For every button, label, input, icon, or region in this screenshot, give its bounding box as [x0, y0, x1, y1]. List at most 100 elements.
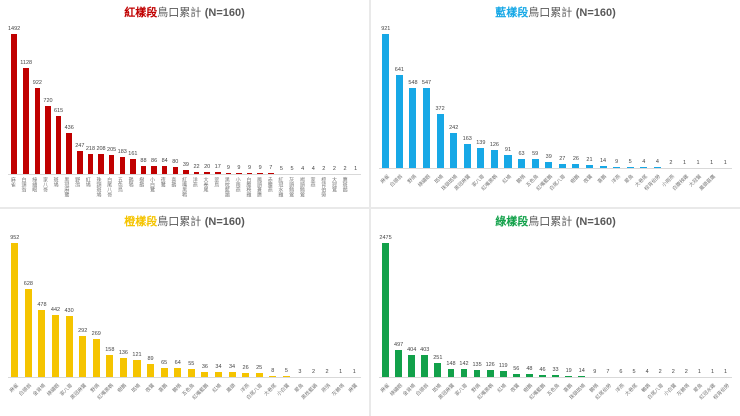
bar: [460, 369, 468, 377]
bar-item: 135: [471, 233, 484, 377]
bar: [626, 167, 634, 168]
data-label: 88: [140, 157, 147, 164]
bar-item: 218: [85, 24, 96, 174]
data-label: 34: [228, 364, 236, 371]
bar-item: 4: [637, 24, 651, 168]
x-tick-label: 紅鳩: [496, 382, 509, 395]
data-label: 404: [407, 347, 417, 354]
bar: [24, 288, 32, 377]
bar-item: 36: [198, 233, 212, 377]
bar: [599, 165, 607, 168]
data-label: 2: [658, 368, 662, 375]
bar-item: 121: [130, 233, 144, 377]
x-tick-label: 斑鳩: [130, 382, 142, 395]
data-label: 39: [182, 162, 189, 169]
bar-item: 163: [460, 24, 474, 168]
bar: [130, 158, 136, 174]
bar-item: 9: [255, 24, 266, 174]
bar-item: 91: [501, 24, 515, 168]
bar-item: 126: [484, 233, 497, 377]
x-tick-label: 黑冠麻鷺: [63, 177, 70, 197]
bar-item: 1128: [20, 24, 32, 174]
bar: [187, 369, 195, 377]
data-label: 9: [237, 165, 241, 172]
bar-series: 1492 1128 922 720 615 436 247 218 208 205 183 161 88…: [8, 24, 361, 174]
x-axis-labels: 麻雀 白頭翁 金背鳩 綠繡眼 家八哥 黑冠麻鷺 野鴿 紅嘴黑鵯 樹鵲 斑鳩 夜鷺 喜鵲 鵲鴝 五色鳥 紅嘴藍…: [8, 378, 361, 408]
bar: [309, 376, 318, 377]
data-label: 403: [420, 347, 430, 354]
bar-item: 404: [405, 233, 418, 377]
data-label: 14: [599, 157, 607, 164]
bar-item: 1: [334, 233, 348, 377]
x-tick-label: 珠頸斑鳩: [95, 177, 102, 197]
bar: [617, 376, 625, 377]
bar: [512, 373, 520, 377]
data-label: 65: [161, 359, 168, 366]
bar-item: 372: [433, 24, 447, 168]
data-label: 952: [10, 235, 20, 241]
bar: [108, 154, 115, 174]
bar-item: 497: [392, 233, 405, 377]
bar: [337, 376, 345, 377]
data-label: 1128: [20, 60, 33, 67]
x-tick-label: 五色鳥: [116, 177, 123, 192]
bar-item: 161: [128, 24, 139, 174]
data-label: 641: [394, 66, 404, 73]
bar-item: 2: [664, 24, 678, 168]
bar-item: 1: [350, 24, 361, 174]
bar: [268, 173, 274, 174]
bar: [490, 149, 498, 168]
bar: [436, 113, 444, 168]
title-segment-name: 橙樣段: [124, 215, 158, 228]
bar: [225, 173, 232, 174]
bar: [585, 164, 593, 168]
bar-item: 3: [293, 233, 307, 377]
bar-item: 21: [583, 24, 597, 168]
data-label: 2: [325, 368, 329, 375]
bar-item: 4: [308, 24, 319, 174]
bar: [630, 376, 638, 377]
bar-item: 1: [706, 233, 719, 377]
x-tick-label: 夜鷺: [159, 177, 166, 187]
bar: [486, 370, 494, 377]
bar-item: 39: [542, 24, 556, 168]
data-label: 5: [632, 368, 636, 375]
bar: [409, 88, 417, 168]
bar: [708, 167, 716, 168]
bar: [447, 369, 455, 377]
bar-item: 2: [340, 24, 351, 174]
bar: [79, 335, 87, 377]
data-label: 121: [132, 351, 142, 358]
bar-item: 9: [244, 24, 255, 174]
data-label: 63: [518, 150, 525, 157]
data-label: 251: [433, 355, 443, 362]
bar-item: 88: [138, 24, 149, 174]
data-label: 46: [539, 366, 546, 373]
x-tick-label: 赤腰燕: [266, 177, 273, 192]
data-label: 269: [91, 331, 101, 338]
data-label: 4: [301, 165, 305, 172]
bar: [214, 372, 222, 377]
data-label: 1: [696, 159, 700, 166]
data-label: 39: [545, 154, 552, 161]
data-label: 14: [578, 368, 585, 375]
bar: [106, 354, 114, 377]
x-tick-label: 家燕: [309, 177, 316, 187]
bar: [296, 376, 304, 377]
x-tick-label: 夜鷺: [144, 382, 156, 395]
bar-item: 922: [32, 24, 43, 174]
bar: [613, 166, 621, 168]
data-label: 2: [671, 368, 675, 375]
data-label: 8: [271, 367, 275, 374]
data-label: 9: [615, 158, 619, 165]
bar-item: 641: [393, 24, 407, 168]
x-axis-line: [379, 377, 732, 378]
bar: [87, 153, 94, 174]
data-label: 163: [462, 136, 472, 143]
panel-orange: 橙樣段鳥口累計 (N=160) 952 628 478 442 430 292 269 158 1…: [0, 209, 369, 416]
x-tick-label: 大冠鷲: [330, 177, 337, 192]
bar: [408, 355, 416, 377]
bar: [66, 133, 72, 174]
bar-item: 205: [106, 24, 117, 174]
data-label: 80: [172, 158, 179, 165]
